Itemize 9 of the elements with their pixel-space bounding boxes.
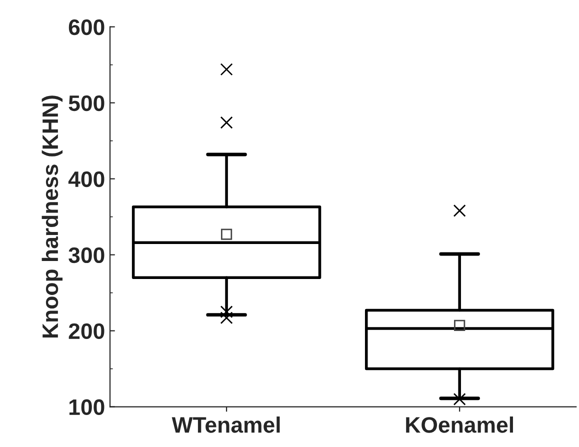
x-tick-label: WTenamel — [172, 416, 280, 433]
y-tick-label: 300 — [68, 247, 104, 264]
y-tick-label: 200 — [68, 323, 104, 340]
y-tick-label: 600 — [68, 19, 104, 36]
y-tick-label: 100 — [69, 399, 104, 416]
y-axis-title: Knoop hardness (KHN) — [42, 96, 63, 338]
y-tick-label: 500 — [68, 95, 104, 112]
y-tick-label: 400 — [68, 171, 104, 188]
x-tick-label: KOenamel — [406, 416, 513, 433]
